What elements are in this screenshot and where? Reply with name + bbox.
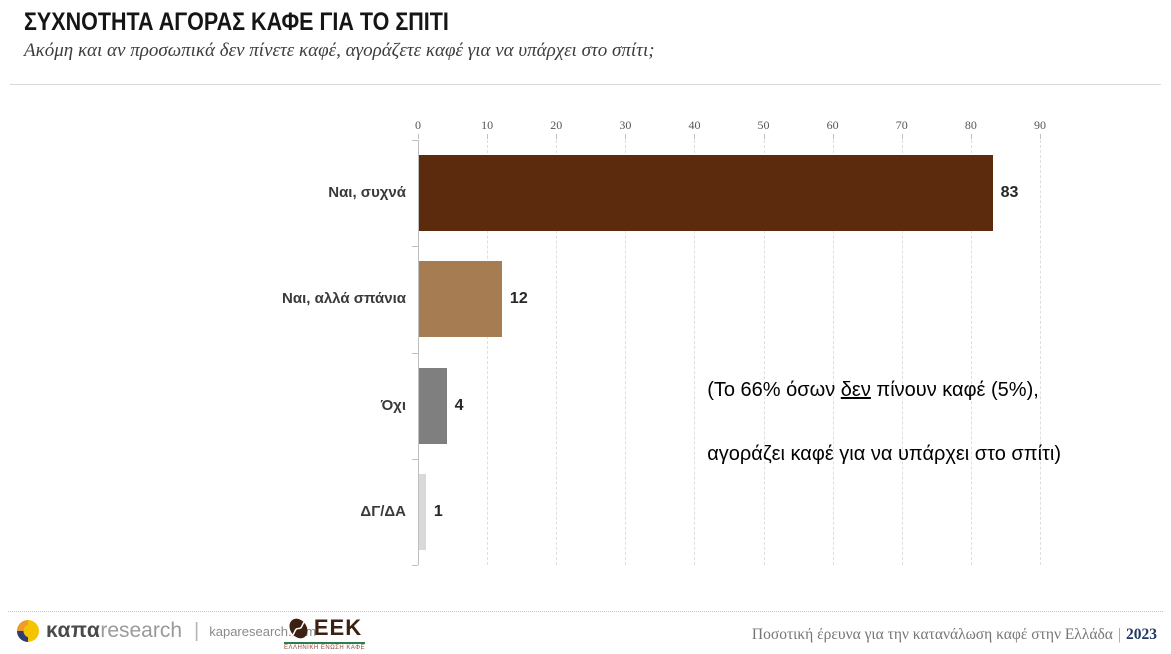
kapa-website-link[interactable]: kaparesearch.com — [209, 623, 317, 639]
x-axis-tick-label: 30 — [619, 118, 632, 132]
bar — [419, 367, 447, 444]
value-label: 1 — [433, 502, 443, 520]
x-axis-tick-mark — [763, 134, 765, 139]
x-axis-tick-label: 20 — [550, 118, 563, 132]
value-label: 83 — [1000, 184, 1019, 202]
chart-gridline — [487, 140, 489, 565]
chart-gridline — [970, 140, 972, 565]
header-divider — [10, 84, 1161, 85]
x-axis-tick-mark — [832, 134, 834, 139]
kapa-wordmark: καπαresearch — [46, 619, 183, 642]
category-label: ΔΓ/ΔΑ — [360, 502, 406, 520]
bar-chart: 0 10 20 30 40 50 60 70 80 90 Ναι, συχνά 83 Ναι, αλλά… — [282, 118, 1046, 566]
chart-gridline — [556, 140, 558, 565]
x-axis-tick-label: 60 — [826, 118, 839, 132]
kapa-research-logo: καπαresearch | kaparesearch.com — [16, 619, 316, 643]
x-axis-tick-mark — [901, 134, 903, 139]
y-axis-line — [418, 140, 419, 565]
x-axis-tick-label: 80 — [964, 118, 977, 132]
annotation-line1: (Το 66% όσων δεν πίνουν καφέ (5%), — [707, 379, 1039, 401]
footer-caption: Ποσοτική έρευνα για την κατανάλωση καφέ … — [751, 626, 1157, 643]
x-axis-tick-label: 0 — [415, 118, 421, 132]
footer-year: 2023 — [1126, 626, 1157, 643]
chart-gridline — [694, 140, 696, 565]
y-axis-tick-mark — [412, 140, 418, 141]
bar — [419, 155, 993, 232]
x-axis-tick-mark — [694, 134, 696, 139]
x-axis-tick-label: 50 — [757, 118, 770, 132]
page-subtitle: Ακόμη και αν προσωπικά δεν πίνετε καφέ, … — [24, 40, 655, 61]
y-axis-tick-mark — [412, 352, 418, 354]
x-axis-tick-label: 70 — [895, 118, 908, 132]
x-axis-tick-label: 90 — [1034, 118, 1046, 132]
y-axis-tick-mark — [412, 246, 418, 248]
x-axis-tick-label: 10 — [481, 118, 494, 132]
y-axis-tick-mark — [412, 565, 418, 566]
y-axis-tick-mark — [412, 458, 418, 460]
annotation-line2: αγοράζει καφέ για να υπάρχει στο σπίτι) — [707, 443, 1062, 465]
eek-acronym: ΕΕΚ — [313, 615, 363, 640]
value-label: 4 — [454, 396, 464, 414]
footer-divider — [8, 611, 1163, 612]
category-label: Ναι, αλλά σπάνια — [282, 290, 406, 308]
chart-gridline — [1040, 140, 1041, 565]
footer-separator: | — [194, 619, 200, 642]
x-axis-tick-mark — [970, 134, 972, 139]
eek-subtext: ΕΛΛΗΝΙΚΗ ΕΝΩΣΗ ΚΑΦΕ — [284, 642, 366, 651]
value-label: 12 — [509, 290, 528, 308]
x-axis-tick-mark — [1040, 134, 1041, 139]
chart-gridline — [901, 140, 903, 565]
bar — [419, 261, 502, 338]
x-axis-tick-mark — [625, 134, 627, 139]
chart-annotation: (Το 66% όσων δεν πίνουν καφέ (5%), αγορά… — [648, 374, 1098, 502]
x-axis-tick-label: 40 — [688, 118, 701, 132]
bar — [419, 473, 426, 550]
page-title: ΣΥΧΝΟΤΗΤΑ ΑΓΟΡΑΣ ΚΑΦΕ ΓΙΑ ΤΟ ΣΠΙΤΙ — [24, 8, 449, 36]
coffee-bean-icon — [289, 618, 308, 638]
chart-gridline — [763, 140, 765, 565]
chart-gridline — [625, 140, 627, 565]
x-axis-tick-mark — [487, 134, 489, 139]
x-axis-tick-mark — [556, 134, 558, 139]
chart-gridline — [832, 140, 834, 565]
category-label: Όχι — [380, 396, 406, 414]
x-axis-tick-mark — [418, 134, 419, 139]
kapa-logo-icon — [17, 620, 39, 642]
annotation-underlined-word: δεν — [840, 379, 871, 401]
category-label: Ναι, συχνά — [328, 184, 406, 202]
eek-logo: ΕΕΚ ΕΛΛΗΝΙΚΗ ΕΝΩΣΗ ΚΑΦΕ — [284, 615, 366, 651]
